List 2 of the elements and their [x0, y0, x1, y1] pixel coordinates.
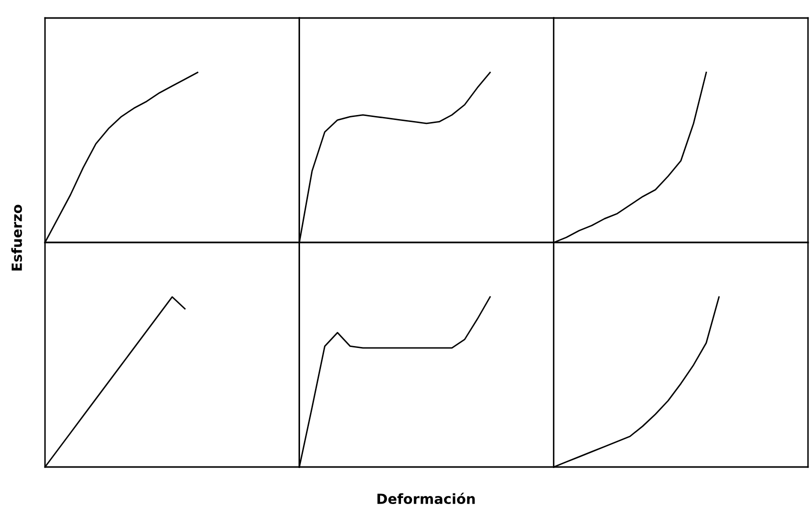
y-axis-title: Esfuerzo: [11, 204, 22, 271]
x-axis-title: Deformación: [377, 492, 475, 504]
